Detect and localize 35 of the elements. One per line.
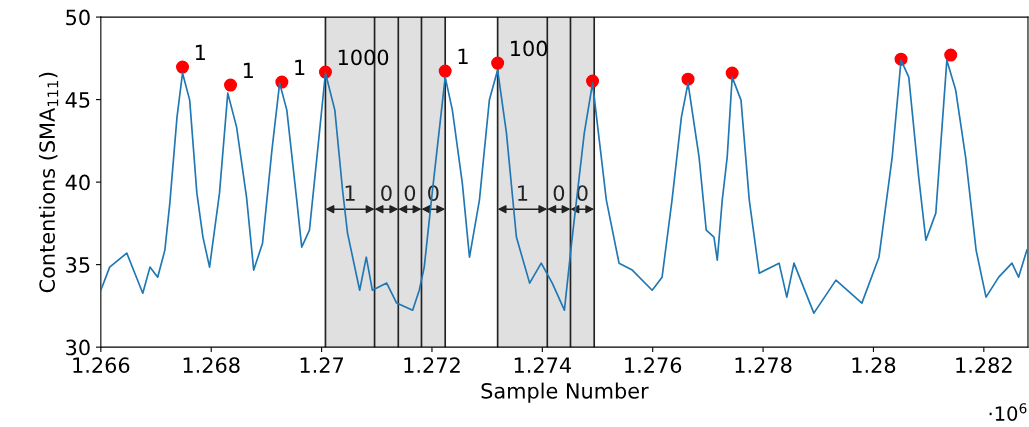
annotation: 1 xyxy=(295,59,305,75)
y-tick-label: 45 xyxy=(65,92,90,108)
point xyxy=(176,60,190,74)
point xyxy=(491,56,505,70)
point xyxy=(224,78,238,92)
x-tick-label: 1.282 xyxy=(956,357,1012,373)
point xyxy=(438,64,452,78)
annotation: 1 xyxy=(243,62,253,78)
x-tick-label: 1.272 xyxy=(404,357,460,373)
y-axis-title: Contentions (SMA$_{111}$) xyxy=(38,72,59,293)
y-tick-label: 35 xyxy=(66,257,90,273)
band-label: 0 xyxy=(404,185,416,201)
point xyxy=(944,48,958,62)
band-label: 1 xyxy=(518,185,528,201)
x-tick-label: 1.266 xyxy=(73,357,130,373)
text: ·10$^{6}$ xyxy=(989,403,1027,421)
annotation: 100 xyxy=(511,40,548,57)
annotation: 1 xyxy=(458,48,468,64)
point xyxy=(586,74,600,88)
x-tick-label: 1.268 xyxy=(183,357,240,373)
band-label: 1 xyxy=(345,185,355,201)
band-label: 0 xyxy=(553,185,565,201)
annotation: 1 xyxy=(195,44,205,60)
band-label: 0 xyxy=(381,185,392,201)
x-tick-label: 1.274 xyxy=(514,357,571,373)
y-tick-label: 50 xyxy=(66,9,90,26)
x-tick-label: 1.276 xyxy=(625,357,682,373)
point xyxy=(681,72,695,86)
x-tick-label: 1.27 xyxy=(300,357,343,373)
point xyxy=(725,66,739,80)
x-axis-title: Sample Number xyxy=(481,382,649,403)
y-tick-label: 30 xyxy=(66,339,90,356)
y-tick-label: 40 xyxy=(65,174,90,191)
x-tick-label: 1.28 xyxy=(852,357,896,373)
x-tick-label: 1.278 xyxy=(735,357,792,373)
